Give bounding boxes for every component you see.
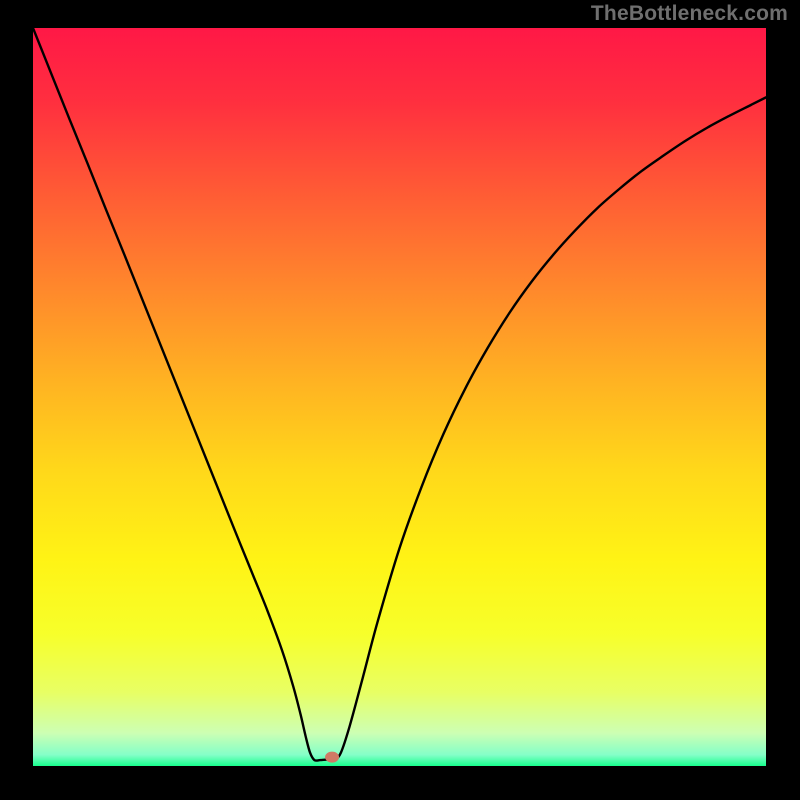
gradient-background: [33, 28, 766, 766]
chart-frame: TheBottleneck.com: [0, 0, 800, 800]
watermark-text: TheBottleneck.com: [591, 2, 788, 26]
plot-svg: [33, 28, 766, 766]
optimum-marker: [325, 752, 339, 763]
plot-area: [33, 28, 766, 766]
